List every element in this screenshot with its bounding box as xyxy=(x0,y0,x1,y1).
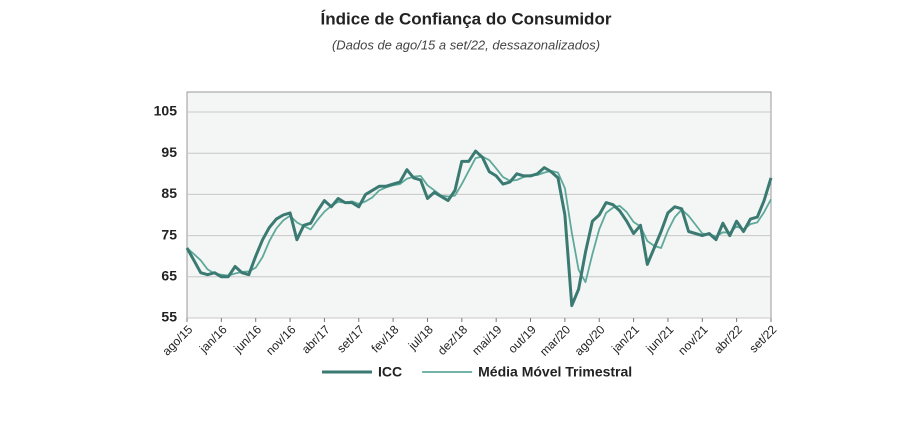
legend-label: Média Móvel Trimestral xyxy=(478,364,632,380)
x-tick-label: abr/22 xyxy=(711,322,745,356)
x-tick-label: abr/17 xyxy=(299,322,333,356)
y-tick-label: 55 xyxy=(161,309,177,325)
x-tick-label: jan/21 xyxy=(608,322,642,356)
chart-title: Índice de Confiança do Consumidor xyxy=(321,9,612,28)
x-tick-label: dez/18 xyxy=(435,322,471,358)
x-tick-label: jun/21 xyxy=(643,322,677,356)
plot-area xyxy=(186,91,772,319)
series-line xyxy=(186,155,772,284)
x-tick-label: mar/20 xyxy=(537,322,574,359)
chart-subtitle: (Dados de ago/15 a set/22, dessazonaliza… xyxy=(332,37,600,52)
y-tick-label: 95 xyxy=(161,144,177,160)
x-tick-label: jun/16 xyxy=(230,322,264,356)
series-line xyxy=(185,149,773,308)
x-tick-label: nov/16 xyxy=(263,322,299,358)
x-tick-label: set/17 xyxy=(334,322,367,355)
x-tick-label: out/19 xyxy=(505,322,539,356)
y-tick-label: 75 xyxy=(161,226,177,242)
x-tick-label: jul/18 xyxy=(405,322,436,353)
x-tick-label: ago/20 xyxy=(572,322,608,358)
y-tick-label: 85 xyxy=(161,185,177,201)
legend-label: ICC xyxy=(378,364,402,380)
x-tick-label: ago/15 xyxy=(160,322,196,358)
x-tick-label: nov/21 xyxy=(675,322,711,358)
y-tick-label: 65 xyxy=(161,268,177,284)
x-tick-label: set/22 xyxy=(746,322,779,355)
x-tick-label: fev/18 xyxy=(368,322,401,355)
x-tick-label: jan/16 xyxy=(196,322,230,356)
x-tick-label: mai/19 xyxy=(469,322,505,358)
y-tick-label: 105 xyxy=(154,103,178,119)
